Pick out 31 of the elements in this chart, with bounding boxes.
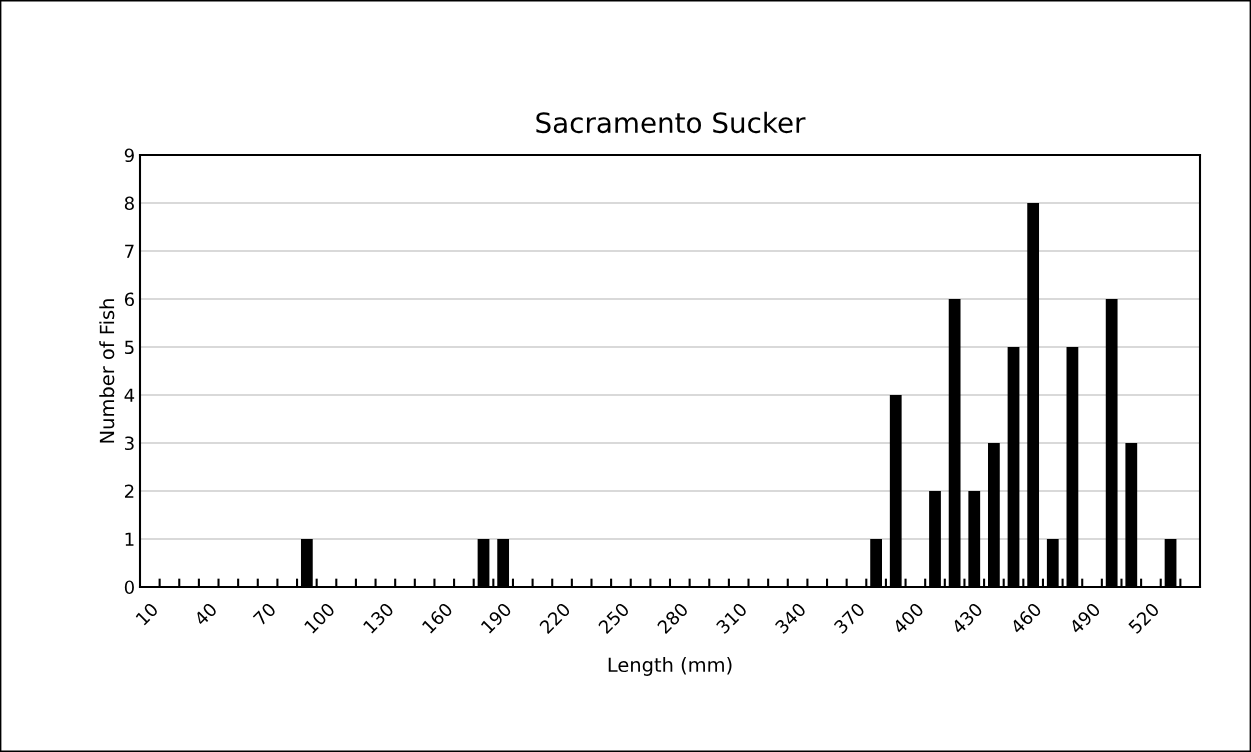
x-axis-title: Length (mm) xyxy=(608,657,732,676)
chart-title: Sacramento Sucker xyxy=(536,111,806,134)
x-tick-label: 190 xyxy=(480,601,513,634)
x-tick-label: 400 xyxy=(891,601,925,635)
x-tick-label: 10 xyxy=(135,601,159,626)
x-tick-label: 220 xyxy=(538,601,572,635)
x-tick-label: 340 xyxy=(774,601,807,635)
y-tick-label: 7 xyxy=(125,244,134,258)
x-tick-label: 280 xyxy=(656,601,689,635)
x-tick-label: 40 xyxy=(193,601,218,627)
y-axis-title: Number of Fish xyxy=(99,299,115,443)
y-tick-label: 1 xyxy=(125,532,134,546)
x-tick-label: 370 xyxy=(833,601,866,635)
y-tick-label: 3 xyxy=(125,436,134,451)
x-tick-label: 250 xyxy=(597,601,630,635)
x-tick-label: 130 xyxy=(362,601,395,634)
y-tick-label: 5 xyxy=(125,340,134,355)
x-tick-label: 430 xyxy=(950,601,984,635)
x-tick-label: 70 xyxy=(252,601,277,626)
y-tick-label: 6 xyxy=(124,292,134,307)
x-tick-label: 520 xyxy=(1127,601,1160,635)
y-tick-label: 0 xyxy=(124,580,134,595)
x-tick-label: 100 xyxy=(303,601,336,634)
y-tick-label: 9 xyxy=(124,148,134,163)
y-tick-label: 4 xyxy=(124,388,135,402)
x-tick-label: 490 xyxy=(1068,601,1102,635)
x-tick-label: 310 xyxy=(715,601,748,635)
y-tick-label: 8 xyxy=(124,196,134,211)
x-tick-label: 460 xyxy=(1009,601,1043,635)
y-tick-label: 2 xyxy=(124,484,134,498)
x-tick-label: 160 xyxy=(421,601,454,634)
